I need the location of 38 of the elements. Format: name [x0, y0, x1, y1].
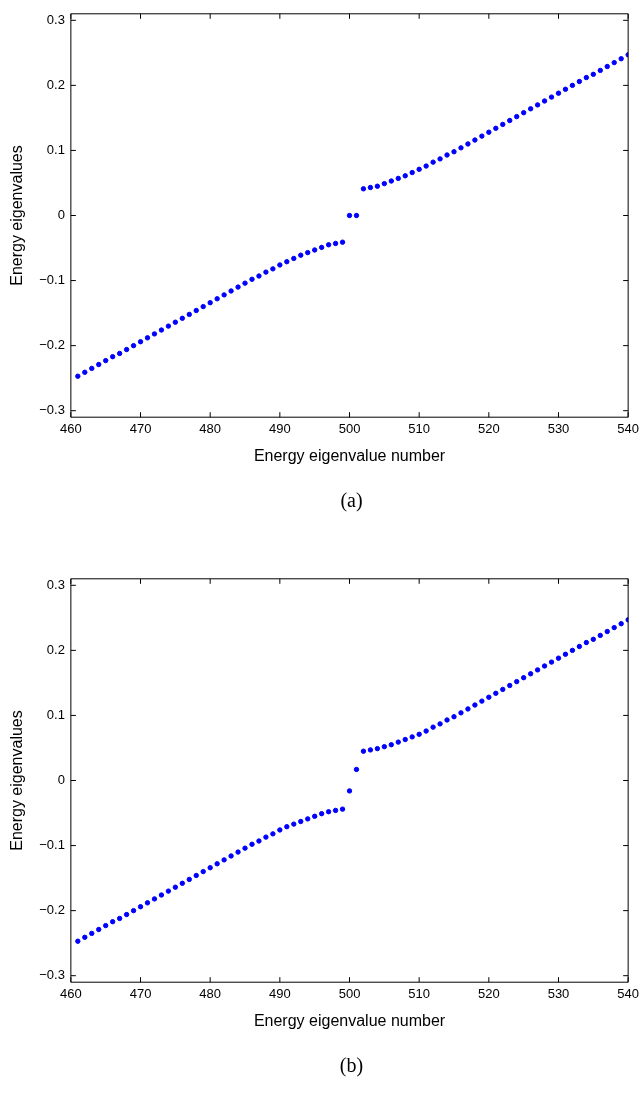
x-tick-label: 470 [129, 420, 152, 436]
y-tick-label: 0.2 [46, 641, 65, 657]
y-tick-label: −0.1 [39, 272, 65, 288]
x-axis-title: Energy eigenvalue number [253, 1011, 446, 1029]
text: (b) [338, 1053, 365, 1079]
x-tick-label: 540 [617, 985, 640, 1001]
x-tick-label: 460 [60, 985, 82, 1001]
y-tick-label: −0.3 [39, 967, 65, 983]
y-tick-label: 0.1 [46, 142, 65, 158]
y-tick-label: 0 [57, 772, 65, 788]
x-tick-label: 520 [477, 985, 500, 1001]
x-tick-label: 490 [269, 420, 291, 436]
y-tick-label: 0.3 [46, 576, 65, 592]
x-tick-label: 530 [547, 420, 570, 436]
y-tick-label: 0 [57, 207, 65, 223]
x-tick-label: 510 [408, 420, 431, 436]
x-tick-label: 480 [199, 420, 222, 436]
x-axis-title: Energy eigenvalue number [253, 446, 446, 464]
x-tick-label: 490 [269, 985, 291, 1001]
y-tick-label: −0.1 [39, 837, 65, 853]
x-tick-label: 460 [60, 420, 82, 436]
x-tick-label: 540 [617, 420, 640, 436]
y-axis-title: Energy eigenvalues [8, 145, 26, 286]
x-tick-label: 530 [547, 985, 570, 1001]
x-tick-label: 520 [477, 420, 500, 436]
x-tick-label: 480 [199, 985, 222, 1001]
y-tick-label: 0.3 [46, 11, 65, 27]
y-tick-label: 0.2 [46, 76, 65, 92]
y-tick-label: 0.1 [46, 707, 65, 723]
x-tick-label: 500 [338, 420, 361, 436]
y-tick-label: −0.2 [39, 337, 65, 353]
x-tick-label: 470 [129, 985, 152, 1001]
y-tick-label: −0.3 [39, 402, 65, 418]
text: (a) [339, 488, 364, 514]
x-tick-label: 500 [338, 985, 361, 1001]
x-tick-label: 510 [408, 985, 431, 1001]
y-axis-title: Energy eigenvalues [8, 710, 26, 851]
y-tick-label: −0.2 [39, 902, 65, 918]
